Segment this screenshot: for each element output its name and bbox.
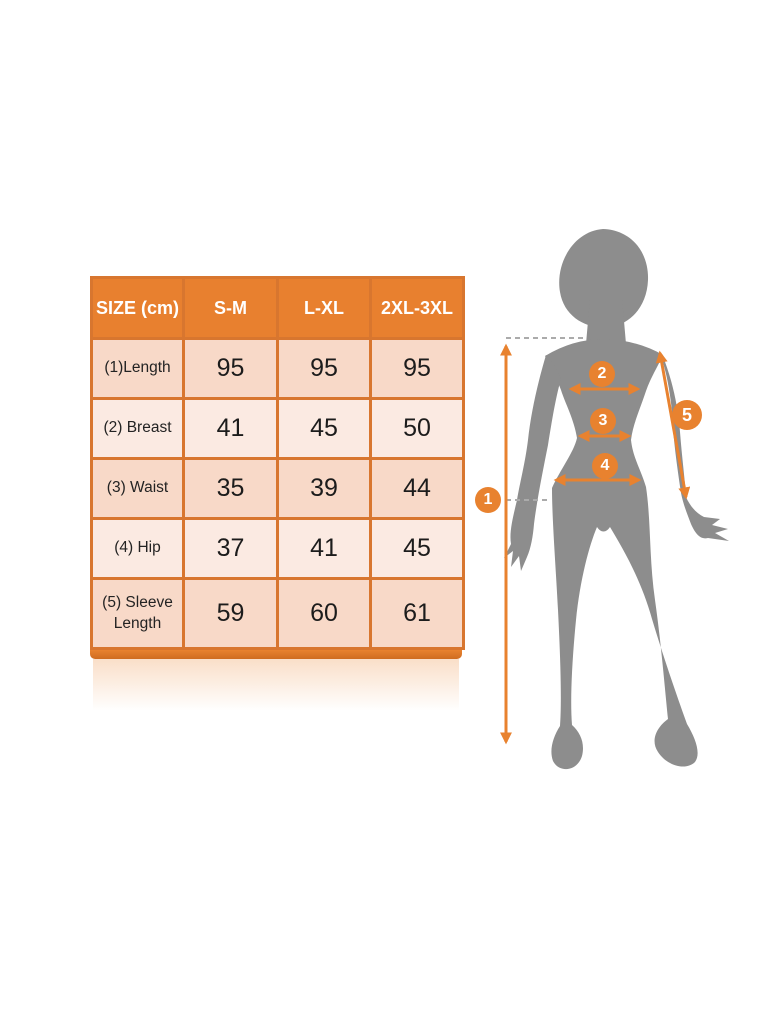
value-cell: 37 (182, 517, 279, 580)
value-cell: 95 (369, 337, 465, 400)
measure-badge-4: 4 (592, 453, 618, 479)
value-cell: 50 (369, 397, 465, 460)
table-row-waist: (3) Waist 35 39 44 (90, 457, 465, 520)
size-chart: SIZE (cm) S-M L-XL 2XL-3XL (1)Length 95 … (90, 276, 465, 711)
value-cell: 61 (369, 577, 465, 650)
row-label-cell: (5) Sleeve Length (90, 577, 185, 650)
value-cell: 59 (182, 577, 279, 650)
value-cell: 95 (182, 337, 279, 400)
measure-badge-1: 1 (475, 487, 501, 513)
value-cell: 45 (276, 397, 372, 460)
table-row-length: (1)Length 95 95 95 (90, 337, 465, 400)
row-label-cell: (2) Breast (90, 397, 185, 460)
header-cell-s-m: S-M (182, 276, 279, 340)
value-cell: 35 (182, 457, 279, 520)
row-label-cell: (4) Hip (90, 517, 185, 580)
silhouette-head (559, 229, 649, 328)
sleeve-arrow (655, 350, 691, 500)
measurement-arrows (500, 343, 691, 745)
silhouette-left-arm (504, 355, 561, 571)
table-shadow-bar (90, 650, 462, 659)
table-row-sleeve-length: (5) Sleeve Length 59 60 61 (90, 577, 465, 650)
row-label-cell: (3) Waist (90, 457, 185, 520)
value-cell: 39 (276, 457, 372, 520)
silhouette-torso-legs (545, 339, 698, 770)
silhouette-right-arm (661, 354, 729, 541)
table-reflection (93, 659, 459, 711)
header-cell-l-xl: L-XL (276, 276, 372, 340)
table-row-hip: (4) Hip 37 41 45 (90, 517, 465, 580)
guide-lines (506, 337, 586, 501)
value-cell: 41 (276, 517, 372, 580)
header-cell-size-cm: SIZE (cm) (90, 276, 185, 340)
value-cell: 60 (276, 577, 372, 650)
value-cell: 44 (369, 457, 465, 520)
header-cell-2xl-3xl: 2XL-3XL (369, 276, 465, 340)
value-cell: 45 (369, 517, 465, 580)
table-header-row: SIZE (cm) S-M L-XL 2XL-3XL (90, 276, 465, 340)
measure-badge-5: 5 (672, 400, 702, 430)
value-cell: 95 (276, 337, 372, 400)
value-cell: 41 (182, 397, 279, 460)
table-row-breast: (2) Breast 41 45 50 (90, 397, 465, 460)
silhouette-neck (586, 298, 626, 344)
measure-badge-3: 3 (590, 408, 616, 434)
row-label-cell: (1)Length (90, 337, 185, 400)
measure-badge-2: 2 (589, 361, 615, 387)
size-chart-table: SIZE (cm) S-M L-XL 2XL-3XL (1)Length 95 … (90, 276, 465, 650)
